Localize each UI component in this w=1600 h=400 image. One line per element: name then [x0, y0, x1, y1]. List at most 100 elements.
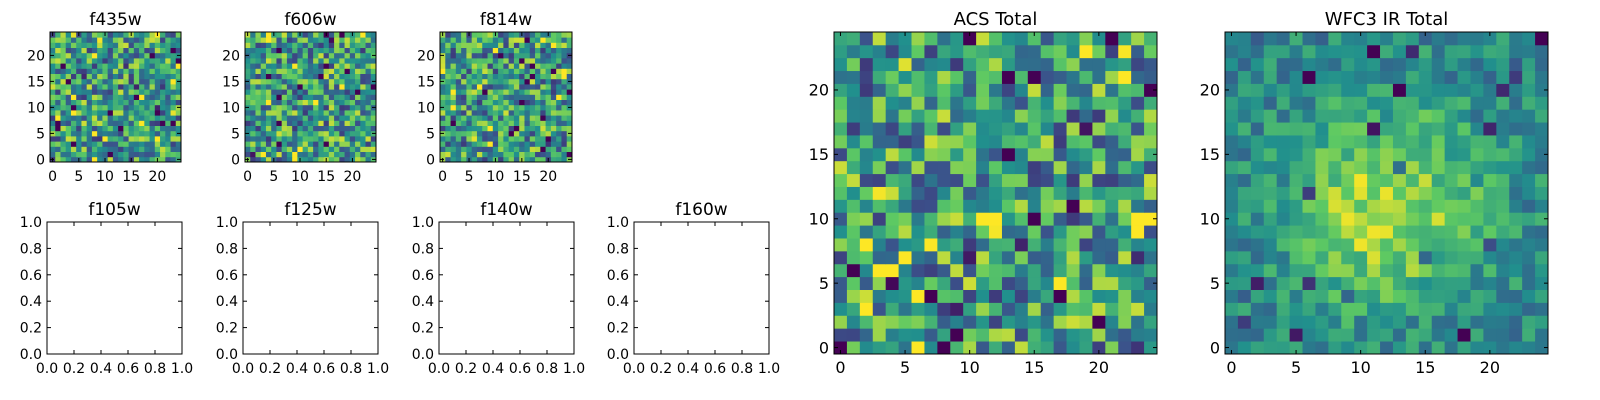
heatmap-cell — [102, 110, 109, 116]
heatmap-cell — [466, 151, 473, 158]
heatmap-cell — [128, 151, 135, 158]
heatmap-cell — [1066, 32, 1080, 46]
heatmap-cell — [328, 37, 335, 43]
heatmap-cell — [1066, 276, 1080, 290]
heatmap-cell — [561, 125, 568, 132]
heatmap-cell — [1263, 57, 1278, 72]
heatmap-cell — [91, 58, 98, 64]
heatmap-cell — [97, 47, 103, 54]
heatmap-cell — [1079, 315, 1093, 329]
heatmap-cell — [1079, 341, 1093, 355]
heatmap-cell — [1237, 57, 1252, 72]
heatmap-cell — [1444, 341, 1458, 355]
heatmap-cell — [1001, 57, 1016, 72]
heatmap-cell — [1315, 328, 1329, 342]
heatmap-cell — [1535, 96, 1549, 110]
heatmap-cell — [245, 37, 251, 43]
heatmap-cell — [365, 37, 372, 43]
heatmap-cell — [292, 120, 298, 126]
heatmap-cell — [307, 99, 314, 106]
heatmap-cell — [123, 42, 129, 48]
heatmap-cell — [885, 238, 899, 252]
heatmap-cell — [318, 120, 324, 126]
heatmap-cell — [498, 73, 504, 80]
heatmap-cell — [1367, 289, 1381, 303]
heatmap-cell — [302, 115, 309, 121]
heatmap-cell — [65, 63, 72, 69]
heatmap-cell — [885, 186, 899, 200]
heatmap-cell — [112, 115, 119, 121]
x-tick-label: 0.0 — [232, 361, 254, 377]
heatmap-cell — [450, 58, 457, 64]
heatmap-cell — [1105, 225, 1119, 239]
heatmap-cell — [286, 104, 293, 111]
heatmap-cell — [1418, 135, 1433, 149]
heatmap-cell — [513, 42, 520, 48]
heatmap-cell — [445, 130, 451, 137]
heatmap-cell — [1470, 44, 1484, 59]
heatmap-cell — [1014, 44, 1029, 59]
heatmap-cell — [1131, 70, 1145, 84]
heatmap-cell — [318, 47, 324, 54]
heatmap-cell — [1066, 225, 1080, 239]
heatmap-cell — [133, 151, 140, 158]
heatmap-cell — [292, 99, 298, 106]
heatmap-cell — [529, 68, 536, 74]
heatmap-cell — [1418, 225, 1433, 239]
heatmap-cell — [271, 73, 277, 80]
heatmap-cell — [950, 70, 964, 84]
heatmap-cell — [260, 136, 267, 142]
heatmap-cell — [133, 136, 140, 142]
heatmap-cell — [97, 104, 103, 111]
heatmap-cell — [260, 89, 267, 95]
heatmap-cell — [898, 96, 912, 110]
heatmap-cell — [963, 276, 977, 290]
heatmap-cell — [60, 151, 67, 158]
heatmap-cell — [1535, 328, 1549, 342]
heatmap-cell — [144, 52, 150, 59]
heatmap-cell — [482, 104, 488, 111]
heatmap-cell — [286, 37, 293, 43]
heatmap-cell — [1431, 212, 1446, 226]
heatmap-cell — [911, 70, 925, 84]
heatmap-cell — [976, 173, 990, 187]
heatmap-cell — [107, 151, 114, 158]
heatmap-cell — [450, 47, 457, 54]
heatmap-cell — [924, 44, 938, 59]
heatmap-cell — [859, 44, 874, 59]
heatmap-cell — [245, 84, 251, 90]
heatmap-cell — [1053, 96, 1067, 110]
heatmap-cell — [175, 94, 182, 100]
heatmap-cell — [1053, 173, 1067, 187]
heatmap-cell — [1392, 135, 1407, 149]
heatmap-cell — [535, 94, 541, 100]
heatmap-cell — [307, 130, 314, 137]
heatmap-cell — [1418, 160, 1433, 175]
heatmap-cell — [1027, 341, 1042, 355]
heatmap-cell — [937, 70, 951, 84]
heatmap-cell — [165, 47, 171, 54]
heatmap-cell — [1315, 225, 1329, 239]
heatmap-cell — [476, 151, 483, 158]
heatmap-cell — [466, 130, 473, 137]
heatmap-cell — [81, 73, 88, 80]
heatmap-cell — [524, 115, 531, 121]
heatmap-cell — [102, 94, 109, 100]
heatmap-cell — [133, 99, 140, 106]
heatmap-cell — [1027, 199, 1042, 213]
heatmap-cell — [250, 78, 256, 85]
heatmap-cell — [1040, 186, 1055, 200]
heatmap-cell — [250, 141, 256, 147]
x-tick-label: 0.2 — [455, 361, 477, 377]
heatmap-cell — [1444, 44, 1458, 59]
heatmap-cell — [297, 125, 304, 132]
heatmap-cell — [170, 110, 177, 116]
heatmap-cell — [1092, 199, 1106, 213]
heatmap-cell — [355, 84, 361, 90]
heatmap-cell — [307, 89, 314, 95]
heatmap-cell — [1237, 147, 1252, 162]
heatmap-cell — [1263, 186, 1278, 200]
heatmap-cell — [461, 120, 467, 126]
heatmap-cell — [1066, 122, 1080, 136]
heatmap-cell — [250, 89, 256, 95]
